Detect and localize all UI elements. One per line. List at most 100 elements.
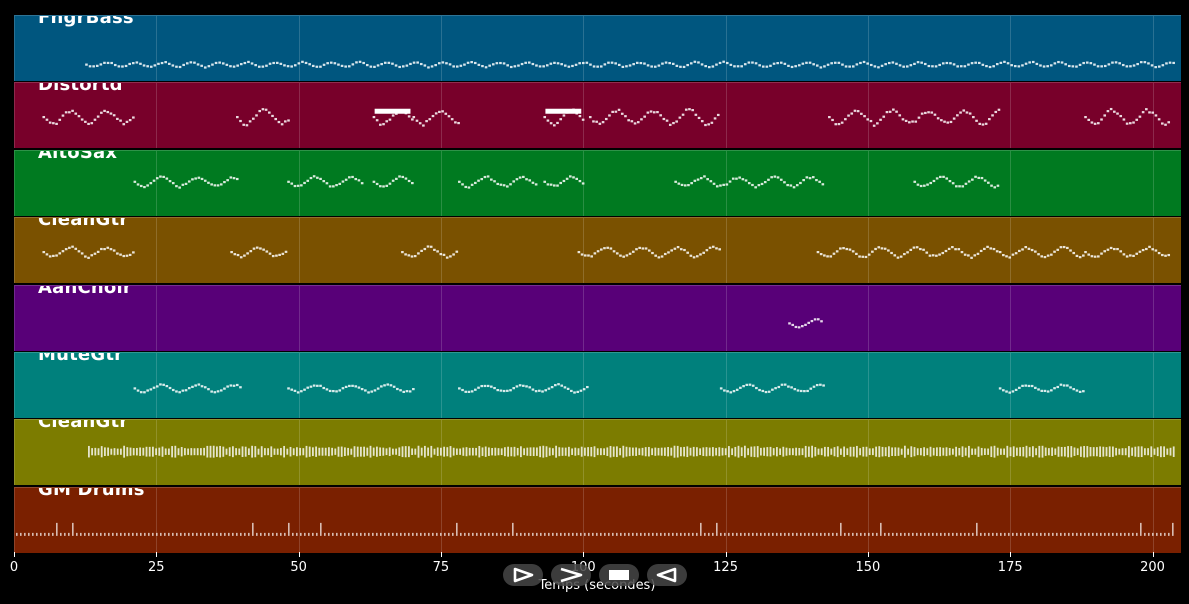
- note-mark: [1164, 532, 1166, 536]
- note-mark: [868, 532, 870, 536]
- note-mark: [758, 64, 761, 67]
- note-mark: [300, 184, 303, 187]
- note-mark: [860, 113, 863, 116]
- note-mark: [324, 532, 326, 536]
- note-mark: [531, 181, 535, 184]
- note-mark: [506, 64, 509, 67]
- grid-line: [583, 83, 585, 149]
- note-mark: [418, 122, 422, 125]
- note-mark: [934, 65, 938, 68]
- stop-button[interactable]: [599, 564, 639, 586]
- note-mark: [788, 321, 791, 325]
- note-mark: [670, 249, 673, 252]
- note-mark: [351, 384, 354, 387]
- note-mark: [193, 61, 196, 64]
- note-mark: [280, 123, 284, 126]
- track-lane[interactable]: FngrBass: [14, 15, 1181, 81]
- note-mark: [852, 532, 854, 536]
- track-lane[interactable]: CleanGtr: [14, 217, 1181, 284]
- note-mark: [499, 183, 503, 186]
- note-mark: [733, 65, 736, 68]
- note-mark: [100, 446, 103, 458]
- note-mark: [736, 65, 740, 68]
- note-mark: [952, 449, 954, 456]
- note-mark: [502, 62, 506, 65]
- note-mark: [297, 62, 301, 65]
- track-lane[interactable]: Distortd: [14, 82, 1181, 149]
- note-mark: [964, 448, 967, 457]
- axis-tick-label: 125: [713, 560, 738, 575]
- note-mark: [16, 532, 18, 536]
- note-mark: [531, 62, 535, 66]
- note-mark: [952, 117, 956, 121]
- note-mark: [360, 388, 364, 391]
- note-mark: [569, 175, 572, 178]
- note-mark: [897, 447, 900, 457]
- note-mark: [419, 62, 423, 66]
- grid-line: [440, 150, 442, 216]
- note-mark: [1080, 532, 1082, 536]
- play-button[interactable]: [503, 564, 543, 586]
- note-mark: [318, 448, 321, 457]
- note-mark: [913, 62, 916, 65]
- note-mark: [225, 63, 229, 66]
- note-mark: [1005, 255, 1008, 258]
- note-mark: [1056, 385, 1060, 389]
- note-mark: [259, 247, 262, 250]
- track-lane[interactable]: MuteGtr: [14, 352, 1181, 418]
- note-mark: [322, 386, 326, 390]
- note-mark: [538, 65, 542, 68]
- note-mark: [84, 255, 87, 258]
- note-mark: [376, 447, 378, 458]
- note-mark: [718, 447, 721, 457]
- note-mark: [106, 111, 110, 114]
- note-mark: [1089, 447, 1092, 457]
- note-mark: [319, 384, 322, 387]
- track-lane[interactable]: AahChoir: [14, 284, 1181, 351]
- note-mark: [1103, 114, 1107, 117]
- note-mark: [1028, 447, 1031, 457]
- note-mark: [1048, 532, 1050, 536]
- note-mark: [817, 317, 820, 320]
- note-mark: [853, 110, 857, 113]
- note-mark: [860, 532, 862, 536]
- note-mark: [631, 250, 635, 254]
- note-mark: [764, 390, 768, 394]
- note-mark: [722, 183, 725, 186]
- note-mark: [560, 384, 564, 387]
- forward-button[interactable]: [551, 564, 591, 586]
- note-mark: [952, 532, 954, 536]
- note-mark: [189, 61, 193, 64]
- note-mark: [848, 248, 852, 251]
- note-mark: [936, 447, 938, 457]
- note-mark: [743, 63, 747, 66]
- note-mark: [1135, 119, 1139, 122]
- note-mark: [956, 114, 959, 117]
- note-mark: [518, 176, 522, 179]
- note-mark: [77, 115, 81, 118]
- track-lane[interactable]: GM Drums: [14, 486, 1181, 553]
- note-mark: [433, 248, 436, 252]
- note-mark: [196, 532, 198, 536]
- rewind-button[interactable]: [647, 564, 687, 586]
- track-lane[interactable]: AltoSax: [14, 149, 1181, 216]
- note-mark: [395, 449, 398, 456]
- grid-line: [1010, 218, 1012, 284]
- note-mark: [492, 532, 494, 536]
- note-mark: [124, 532, 126, 536]
- track-lane[interactable]: CleanGtr: [14, 419, 1181, 486]
- note-mark: [940, 532, 942, 536]
- note-mark: [357, 179, 361, 182]
- note-mark: [811, 175, 815, 179]
- note-mark: [268, 111, 271, 115]
- note-mark: [808, 446, 810, 458]
- note-mark: [1072, 532, 1074, 536]
- note-mark: [1054, 448, 1057, 456]
- note-mark: [232, 446, 234, 458]
- note-mark: [816, 251, 820, 254]
- note-mark: [742, 385, 745, 388]
- note-mark: [609, 446, 612, 458]
- note-mark: [61, 114, 65, 118]
- note-mark: [600, 448, 602, 456]
- note-mark: [795, 448, 798, 457]
